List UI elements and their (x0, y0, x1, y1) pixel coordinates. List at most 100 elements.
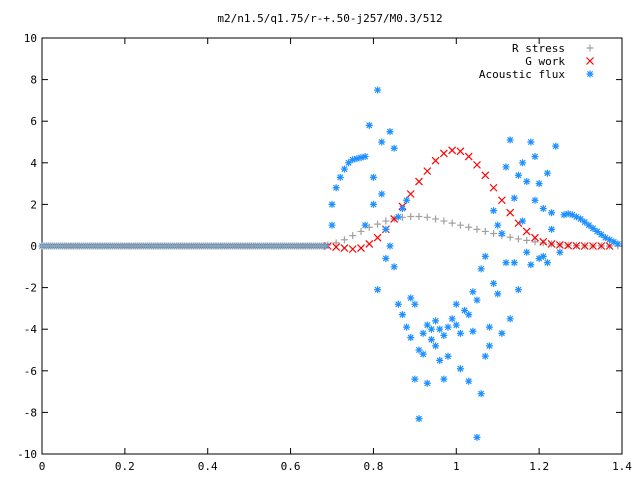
data-point (597, 242, 606, 250)
data-point (485, 342, 493, 350)
data-point (535, 254, 543, 262)
data-point (498, 230, 506, 238)
data-point (506, 136, 514, 144)
data-point (440, 217, 448, 225)
data-point (373, 233, 382, 242)
data-point (547, 239, 556, 248)
data-point (490, 230, 498, 238)
data-point (427, 325, 435, 333)
data-point (382, 254, 390, 262)
legend-marker (586, 57, 594, 65)
data-point (502, 163, 510, 171)
data-point (473, 433, 481, 441)
y-tick-label: 6 (30, 115, 37, 128)
data-point (432, 317, 440, 325)
data-point (361, 221, 369, 229)
data-point (510, 259, 518, 267)
data-marks (38, 86, 622, 441)
y-tick-label: -8 (24, 406, 37, 419)
data-point (406, 190, 415, 198)
series-g-work (323, 146, 614, 254)
data-point (374, 86, 382, 94)
data-point (514, 286, 522, 294)
data-point (336, 173, 344, 181)
data-point (415, 177, 423, 186)
data-point (436, 356, 444, 364)
data-point (456, 329, 464, 337)
data-point (555, 241, 564, 249)
data-point (432, 342, 440, 350)
data-point (340, 236, 348, 244)
data-point (357, 244, 365, 253)
data-point (519, 217, 527, 225)
data-point (386, 242, 394, 250)
data-point (444, 352, 452, 360)
data-point (328, 200, 336, 208)
data-point (415, 415, 423, 423)
data-point (353, 155, 361, 163)
data-point (448, 219, 456, 227)
data-point (597, 231, 605, 239)
data-point (581, 218, 589, 226)
data-point (448, 315, 456, 323)
data-point (556, 248, 564, 256)
data-point (514, 235, 522, 243)
data-point (369, 200, 377, 208)
y-tick-label: 2 (30, 198, 37, 211)
data-point (527, 138, 535, 146)
data-point (568, 211, 576, 219)
y-tick-label: -6 (24, 365, 37, 378)
data-point (394, 213, 402, 221)
data-point (452, 321, 460, 329)
data-point (543, 259, 551, 267)
data-point (477, 265, 485, 273)
data-point (432, 215, 440, 223)
data-point (531, 196, 539, 204)
data-point (407, 334, 415, 342)
data-point (514, 171, 522, 179)
data-point (398, 311, 406, 319)
data-point (522, 227, 531, 236)
x-tick-label: 1.4 (612, 460, 632, 473)
x-tick-label: 0.8 (363, 460, 383, 473)
data-point (481, 252, 489, 260)
data-point (332, 239, 340, 247)
data-point (403, 196, 411, 204)
data-point (494, 290, 502, 298)
data-point (452, 300, 460, 308)
data-point (523, 248, 531, 256)
data-point (610, 238, 618, 246)
y-tick-label: 0 (30, 240, 37, 253)
data-point (411, 375, 419, 383)
data-point (361, 153, 369, 161)
data-point (374, 286, 382, 294)
data-point (427, 336, 435, 344)
x-tick-label: 0.6 (281, 460, 301, 473)
data-point (490, 279, 498, 287)
data-point (531, 238, 539, 246)
data-point (539, 205, 547, 213)
data-point (444, 323, 452, 331)
data-point (548, 209, 556, 217)
legend-marker (586, 44, 594, 52)
data-point (456, 365, 464, 373)
data-point (523, 236, 531, 244)
data-point (572, 241, 581, 250)
data-point (403, 323, 411, 331)
data-point (465, 377, 473, 385)
data-point (394, 300, 402, 308)
data-point (398, 205, 406, 213)
data-point (473, 225, 481, 233)
data-point (539, 239, 547, 247)
data-point (374, 220, 382, 228)
data-point (601, 234, 609, 242)
data-point (614, 240, 622, 248)
data-point (490, 207, 498, 215)
data-point (481, 352, 489, 360)
data-point (564, 210, 572, 218)
data-point (539, 237, 548, 246)
data-point (407, 294, 415, 302)
data-point (465, 223, 473, 231)
